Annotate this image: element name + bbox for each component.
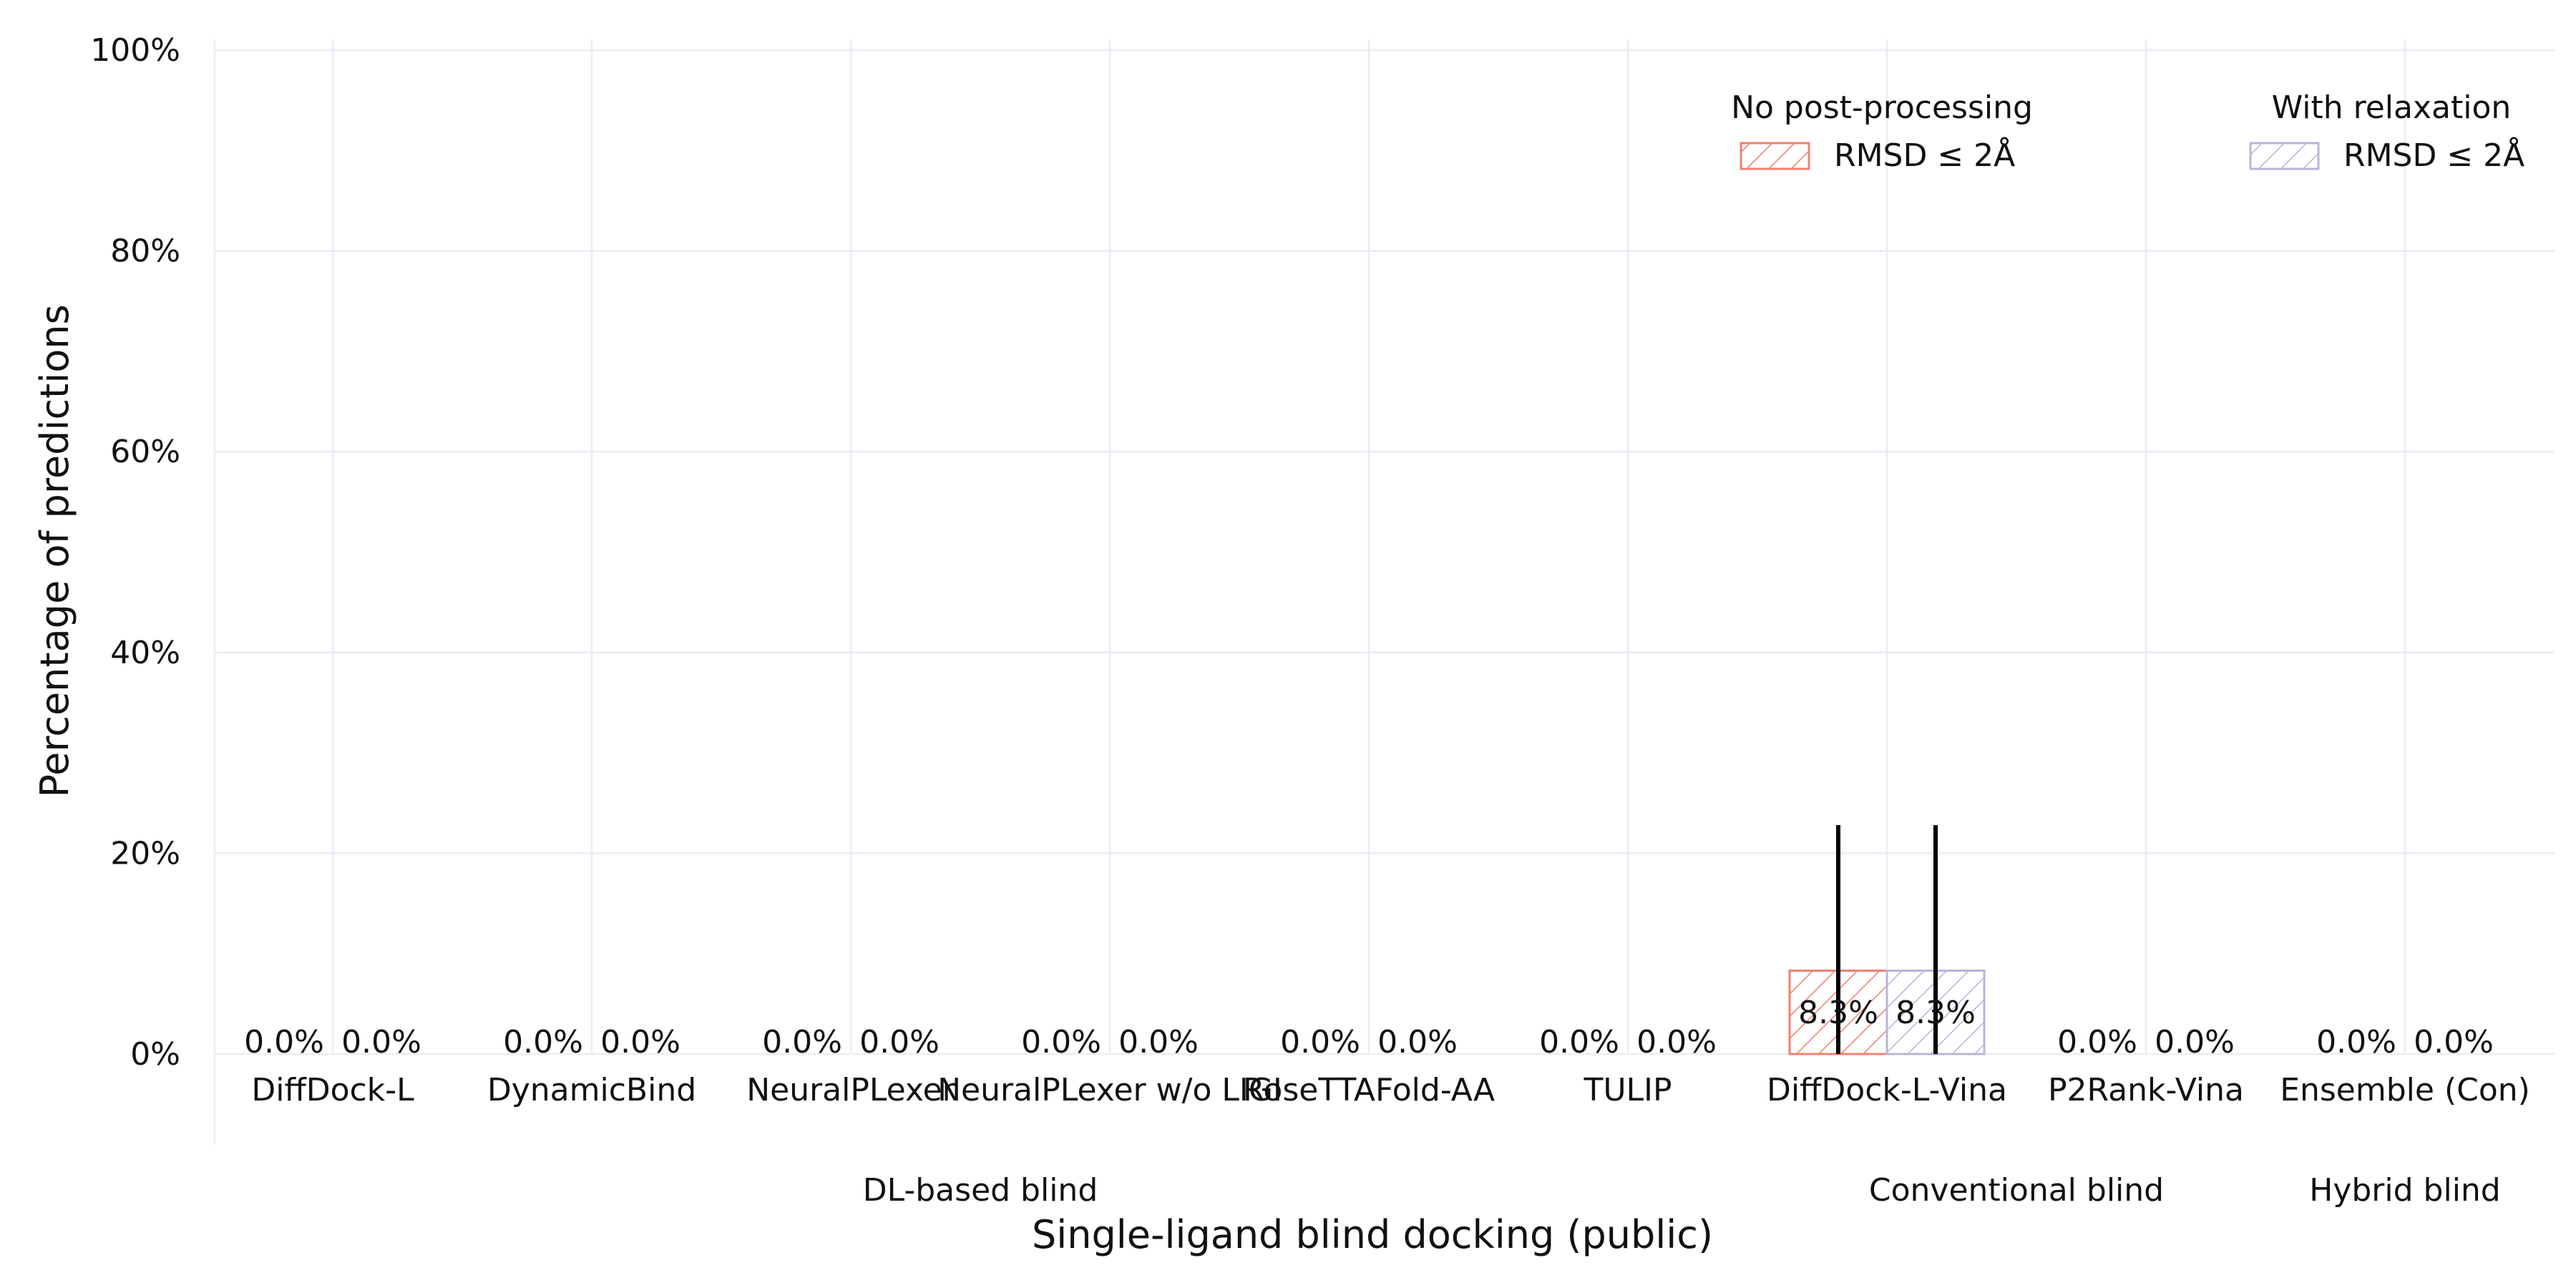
gridlines	[215, 39, 2555, 1055]
bar-value-label: 0.0%	[1377, 1024, 1458, 1060]
x-tick-label: RoseTTAFold-AA	[1243, 1072, 1495, 1108]
bar-value-label: 0.0%	[2057, 1024, 2137, 1060]
legend-title-no-post-processing: No post-processing	[1731, 89, 2033, 126]
bar-value-label: 0.0%	[1636, 1024, 1717, 1060]
bar-value-label: 0.0%	[762, 1024, 842, 1060]
bar-value-label: 0.0%	[859, 1024, 940, 1060]
legend-swatch-no-post-processing	[1740, 142, 1810, 170]
y-axis-title: Percentage of predictions	[32, 304, 77, 797]
legend-label-no-post-processing: RMSD ≤ 2Å	[1834, 136, 2015, 174]
bar-value-label: 0.0%	[2155, 1024, 2235, 1060]
bar-value-label: 8.3%	[1798, 995, 1878, 1031]
legend-swatch-with-relaxation	[2249, 142, 2320, 170]
bars: 0.0% 0.0% 0.0% 0.0% 0.0% 0.0% 8.3% 0.0% 0.0% 0.0%…	[244, 825, 2494, 1060]
x-tick-label: TULIP	[1583, 1072, 1672, 1108]
legend-title-with-relaxation: With relaxation	[2272, 89, 2512, 126]
bar-value-label: 0.0%	[1021, 1024, 1101, 1060]
y-tick-label: 60%	[110, 434, 180, 470]
legend-label-with-relaxation: RMSD ≤ 2Å	[2343, 136, 2524, 174]
bar-value-label: 0.0%	[600, 1024, 680, 1060]
x-tick-labels: DiffDock-L DynamicBind NeuralPLexerNeuralP…	[251, 1072, 2529, 1108]
legend-with-relaxation: With relaxation RMSD ≤ 2Å	[2249, 89, 2524, 174]
x-tick-label: NeuralPLexer w/o LIGI	[937, 1072, 1282, 1108]
bar-value-label: 8.3%	[1896, 995, 1976, 1031]
y-tick-labels: 0% 20% 40% 60% 80% 100%	[90, 32, 180, 1073]
x-tick-label: DiffDock-L	[251, 1072, 414, 1108]
y-tick-label: 40%	[110, 635, 180, 671]
group-labels: DL-based blind Conventional blind Hybrid b…	[863, 1172, 2501, 1209]
x-axis-title: Single-ligand blind docking (public)	[1032, 1212, 1713, 1257]
x-tick-label: DiffDock-L-Vina	[1767, 1072, 2007, 1108]
bar-value-label: 0.0%	[1118, 1024, 1199, 1060]
x-tick-label: NeuralPLexer	[746, 1072, 955, 1108]
bar-value-label: 0.0%	[341, 1024, 421, 1060]
y-tick-label: 80%	[110, 233, 180, 270]
x-tick-label: DynamicBind	[487, 1072, 696, 1108]
x-tick-label: P2Rank-Vina	[2048, 1072, 2244, 1108]
group-label: Hybrid blind	[2309, 1172, 2500, 1209]
group-label: Conventional blind	[1869, 1172, 2164, 1209]
y-tick-label: 20%	[110, 835, 180, 872]
y-tick-label: 0%	[130, 1036, 180, 1073]
bar-value-label: 0.0%	[1280, 1024, 1360, 1060]
bar-value-label: 0.0%	[1539, 1024, 1619, 1060]
y-tick-label: 100%	[90, 32, 180, 69]
bar-value-label: 0.0%	[244, 1024, 324, 1060]
group-label: DL-based blind	[863, 1172, 1098, 1209]
legend-no-post-processing: No post-processing RMSD ≤ 2Å	[1731, 89, 2033, 174]
bar-value-label: 0.0%	[503, 1024, 583, 1060]
bar-value-label: 0.0%	[2316, 1024, 2396, 1060]
x-tick-label: Ensemble (Con)	[2280, 1072, 2530, 1108]
bar-value-label: 0.0%	[2414, 1024, 2494, 1060]
